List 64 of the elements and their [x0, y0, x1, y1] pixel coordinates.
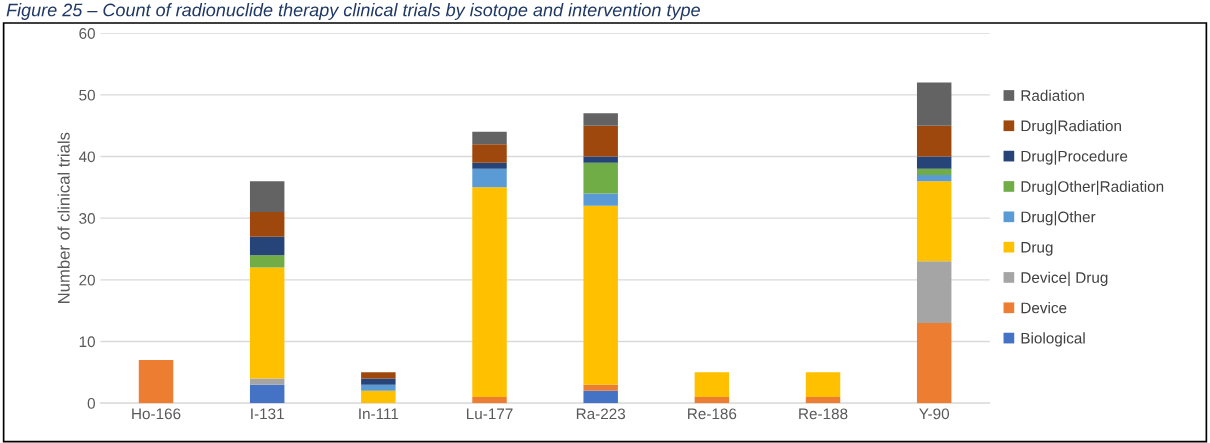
bar — [361, 372, 396, 379]
legend-label: Drug|Other|Radiation — [1021, 180, 1164, 196]
bar — [916, 261, 952, 323]
bar — [361, 378, 396, 385]
legend-label: Drug — [1021, 242, 1053, 256]
bar — [249, 236, 285, 256]
bar — [694, 396, 730, 404]
bar — [916, 125, 952, 157]
legend-label: Drug|Other — [1021, 211, 1096, 226]
y-tick-label: 0 — [87, 398, 95, 409]
bar — [249, 255, 285, 268]
x-tick-label: Re-188 — [799, 408, 848, 420]
bar — [583, 113, 618, 126]
bar — [249, 378, 285, 385]
legend-label: Device — [1021, 302, 1067, 314]
bar — [805, 396, 841, 404]
y-tick-label: 40 — [78, 151, 95, 163]
bar — [361, 384, 396, 391]
legend-label: Device| Drug — [1021, 271, 1108, 287]
bar — [249, 212, 285, 237]
bar — [361, 390, 396, 404]
bar — [916, 82, 952, 126]
y-tick-label: 60 — [79, 28, 95, 39]
bar — [583, 390, 618, 404]
bar — [916, 175, 952, 182]
legend-label: Radiation — [1021, 89, 1084, 101]
bar — [694, 372, 730, 397]
bar — [805, 372, 841, 397]
x-tick-label: Y-90 — [919, 408, 950, 420]
bar — [472, 162, 507, 169]
bar — [583, 384, 618, 391]
bar — [916, 156, 952, 169]
bar — [138, 359, 174, 404]
bar — [472, 396, 507, 404]
y-tick-label: 30 — [79, 213, 95, 224]
x-tick-label: Ra-223 — [576, 408, 626, 420]
bar — [249, 384, 285, 404]
chart-title: Figure 25 – Count of radionuclide therapy clinical trials by isotope and intervention type — [6, 3, 700, 20]
bar — [583, 156, 618, 163]
bar — [472, 168, 507, 188]
x-tick-label: Re-186 — [688, 408, 737, 420]
y-tick-label: 20 — [79, 274, 95, 286]
bar — [472, 187, 507, 397]
x-tick-label: In-111 — [359, 408, 399, 420]
bar — [249, 267, 285, 379]
x-tick-label: Ho-166 — [132, 408, 181, 420]
bar — [916, 181, 952, 262]
bar — [583, 193, 618, 206]
bar — [583, 205, 618, 385]
bar — [916, 322, 952, 404]
bar — [472, 144, 507, 163]
x-tick-label: Lu-177 — [466, 408, 513, 420]
legend-label: Biological — [1021, 332, 1085, 347]
legend-label: Drug|Radiation — [1021, 120, 1121, 135]
y-axis-title: Number of clinical trials — [57, 132, 70, 303]
legend-label: Drug|Procedure — [1021, 150, 1128, 165]
bar — [583, 125, 618, 157]
y-tick-label: 10 — [79, 336, 95, 348]
y-tick-label: 50 — [79, 89, 95, 101]
bar — [916, 168, 952, 176]
x-tick-label: I-131 — [251, 408, 284, 420]
bar — [472, 131, 507, 145]
bar — [249, 181, 285, 213]
bar — [583, 162, 618, 194]
